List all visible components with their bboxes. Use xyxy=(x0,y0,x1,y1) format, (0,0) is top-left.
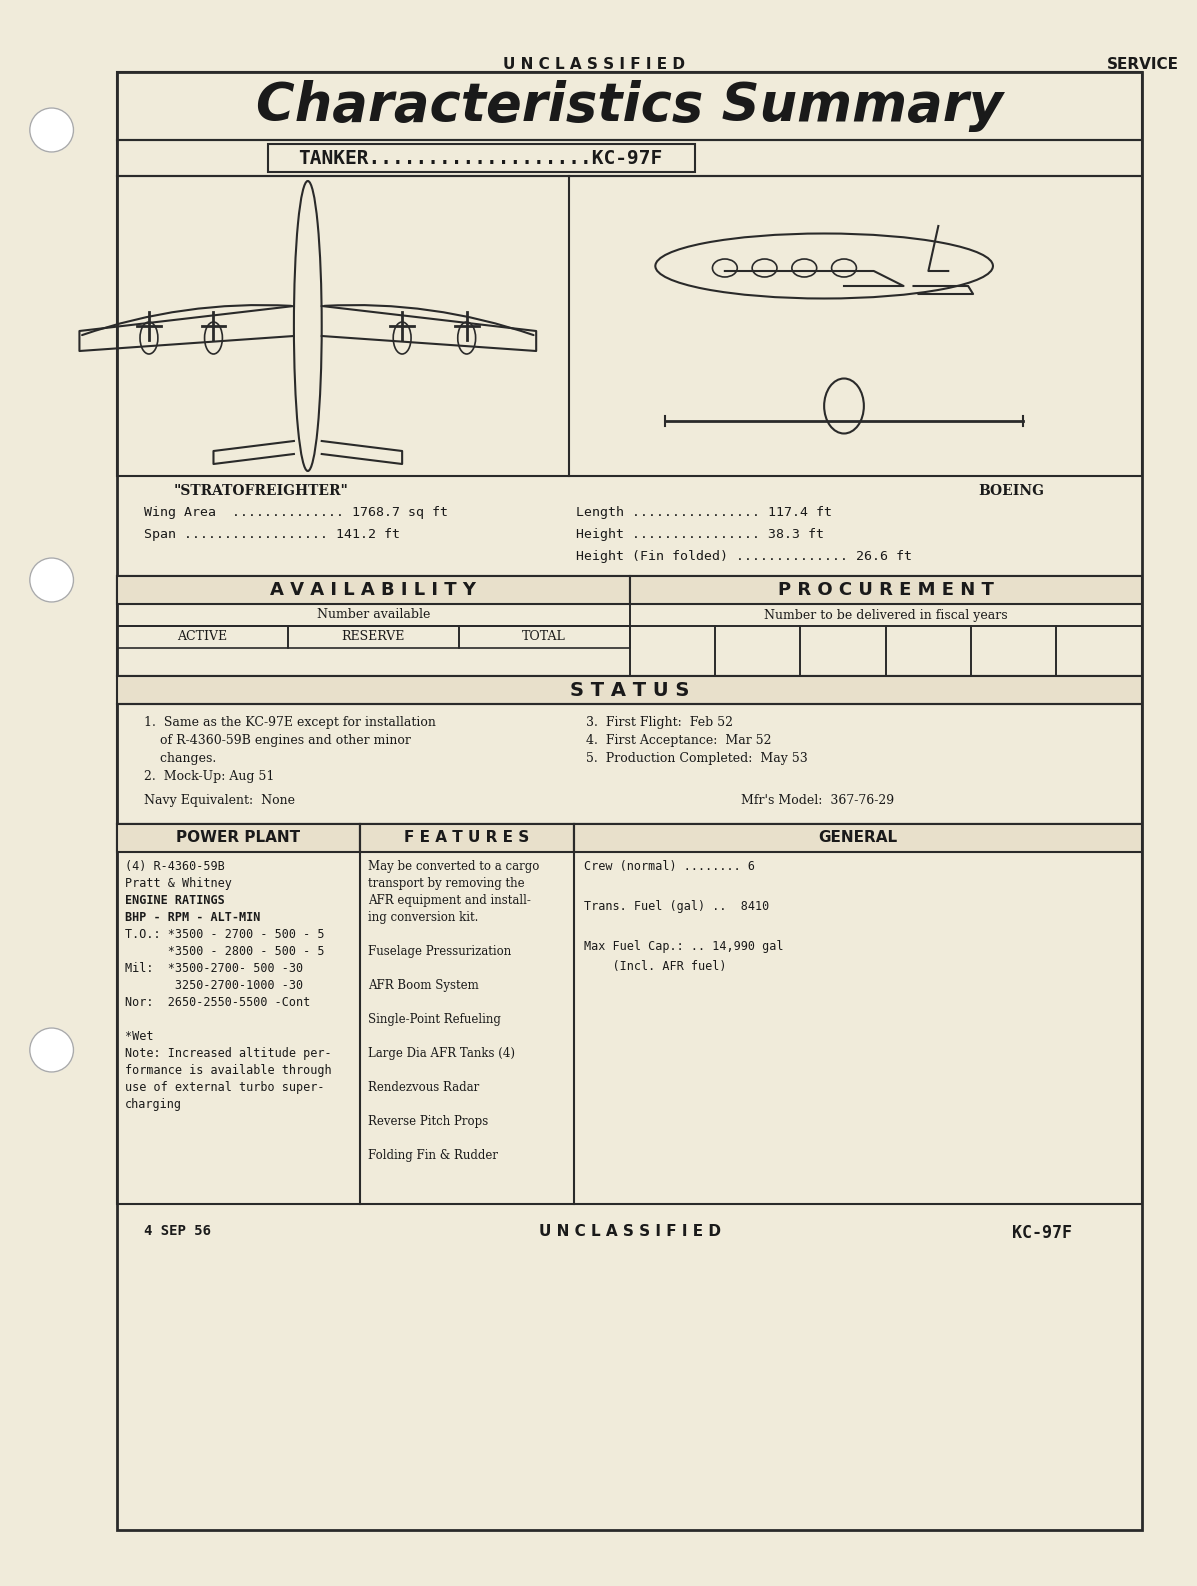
Text: Crew (normal) ........ 6: Crew (normal) ........ 6 xyxy=(584,860,755,872)
Bar xyxy=(715,626,801,676)
Bar xyxy=(117,825,1142,1204)
Text: T.O.: *3500 - 2700 - 500 - 5: T.O.: *3500 - 2700 - 500 - 5 xyxy=(126,928,324,940)
Text: AFR Boom System: AFR Boom System xyxy=(369,979,479,991)
Text: P R O C U R E M E N T: P R O C U R E M E N T xyxy=(778,580,994,600)
Text: BHP - RPM - ALT-MIN: BHP - RPM - ALT-MIN xyxy=(126,910,261,925)
Text: Rendezvous Radar: Rendezvous Radar xyxy=(369,1082,480,1094)
Text: AFR equipment and install-: AFR equipment and install- xyxy=(369,895,531,907)
Text: Number available: Number available xyxy=(317,609,430,622)
Text: use of external turbo super-: use of external turbo super- xyxy=(126,1082,324,1094)
Text: 3.  First Flight:  Feb 52: 3. First Flight: Feb 52 xyxy=(585,715,733,730)
Bar xyxy=(117,176,1142,476)
Bar xyxy=(117,626,630,676)
Text: 3250-2700-1000 -30: 3250-2700-1000 -30 xyxy=(126,979,303,991)
Text: KC-97F: KC-97F xyxy=(1013,1224,1073,1242)
Bar xyxy=(117,676,1142,704)
Text: May be converted to a cargo: May be converted to a cargo xyxy=(369,860,540,872)
Bar xyxy=(801,626,886,676)
Text: formance is available through: formance is available through xyxy=(126,1064,332,1077)
Bar xyxy=(360,825,573,852)
Text: 2.  Mock-Up: Aug 51: 2. Mock-Up: Aug 51 xyxy=(144,769,274,783)
Text: Height (Fin folded) .............. 26.6 ft: Height (Fin folded) .............. 26.6 … xyxy=(576,550,912,563)
Bar xyxy=(1057,626,1142,676)
Text: U N C L A S S I F I E D: U N C L A S S I F I E D xyxy=(539,1224,721,1239)
FancyArrowPatch shape xyxy=(83,305,291,335)
Text: ENGINE RATINGS: ENGINE RATINGS xyxy=(126,895,225,907)
Text: Note: Increased altitude per-: Note: Increased altitude per- xyxy=(126,1047,332,1059)
Text: Mfr's Model:  367-76-29: Mfr's Model: 367-76-29 xyxy=(741,795,894,807)
Text: *3500 - 2800 - 500 - 5: *3500 - 2800 - 500 - 5 xyxy=(126,945,324,958)
Text: A V A I L A B I L I T Y: A V A I L A B I L I T Y xyxy=(271,580,476,600)
Bar xyxy=(117,576,630,604)
Bar xyxy=(630,576,1142,604)
Bar xyxy=(886,626,971,676)
Text: Navy Equivalent:  None: Navy Equivalent: None xyxy=(144,795,294,807)
Text: Reverse Pitch Props: Reverse Pitch Props xyxy=(369,1115,488,1128)
Text: (Incl. AFR fuel): (Incl. AFR fuel) xyxy=(584,960,727,972)
FancyArrowPatch shape xyxy=(324,305,534,335)
Bar xyxy=(268,144,695,171)
Bar xyxy=(117,626,288,649)
Bar xyxy=(971,626,1057,676)
Bar xyxy=(117,604,630,626)
Text: F E A T U R E S: F E A T U R E S xyxy=(405,831,529,845)
Text: Mil:  *3500-2700- 500 -30: Mil: *3500-2700- 500 -30 xyxy=(126,963,303,975)
Text: 4.  First Acceptance:  Mar 52: 4. First Acceptance: Mar 52 xyxy=(585,734,771,747)
Bar xyxy=(458,626,630,649)
Text: TANKER...................KC-97F: TANKER...................KC-97F xyxy=(298,149,663,168)
Text: changes.: changes. xyxy=(144,752,217,764)
Bar xyxy=(117,825,360,852)
Text: charging: charging xyxy=(126,1098,182,1112)
Bar xyxy=(117,576,1142,676)
Text: of R-4360-59B engines and other minor: of R-4360-59B engines and other minor xyxy=(144,734,411,747)
Bar xyxy=(288,626,458,649)
Text: U N C L A S S I F I E D: U N C L A S S I F I E D xyxy=(503,57,685,71)
Text: GENERAL: GENERAL xyxy=(819,831,898,845)
Text: Characteristics Summary: Characteristics Summary xyxy=(256,79,1003,132)
Text: "STRATOFREIGHTER": "STRATOFREIGHTER" xyxy=(174,484,348,498)
Circle shape xyxy=(30,108,73,152)
Text: Nor:  2650-2550-5500 -Cont: Nor: 2650-2550-5500 -Cont xyxy=(126,996,310,1009)
Bar xyxy=(630,626,715,676)
Bar xyxy=(630,604,1142,626)
Text: TOTAL: TOTAL xyxy=(522,631,566,644)
Text: Wing Area  .............. 1768.7 sq ft: Wing Area .............. 1768.7 sq ft xyxy=(144,506,448,519)
Text: Length ................ 117.4 ft: Length ................ 117.4 ft xyxy=(576,506,832,519)
Bar xyxy=(117,71,1142,1530)
Bar xyxy=(117,704,1142,825)
Circle shape xyxy=(30,1028,73,1072)
Text: *Wet: *Wet xyxy=(126,1029,153,1044)
Text: BOEING: BOEING xyxy=(978,484,1044,498)
Text: Single-Point Refueling: Single-Point Refueling xyxy=(369,1013,502,1026)
Text: ing conversion kit.: ing conversion kit. xyxy=(369,910,479,925)
Text: 5.  Production Completed:  May 53: 5. Production Completed: May 53 xyxy=(585,752,808,764)
Text: Trans. Fuel (gal) ..  8410: Trans. Fuel (gal) .. 8410 xyxy=(584,899,770,914)
Text: 1.  Same as the KC-97E except for installation: 1. Same as the KC-97E except for install… xyxy=(144,715,436,730)
Text: S T A T U S: S T A T U S xyxy=(570,680,689,699)
Bar xyxy=(117,71,1142,140)
Text: (4) R-4360-59B: (4) R-4360-59B xyxy=(126,860,225,872)
Text: Pratt & Whitney: Pratt & Whitney xyxy=(126,877,232,890)
Text: Height ................ 38.3 ft: Height ................ 38.3 ft xyxy=(576,528,824,541)
Text: Large Dia AFR Tanks (4): Large Dia AFR Tanks (4) xyxy=(369,1047,516,1059)
Text: Folding Fin & Rudder: Folding Fin & Rudder xyxy=(369,1148,498,1163)
Text: POWER PLANT: POWER PLANT xyxy=(176,831,300,845)
Text: Fuselage Pressurization: Fuselage Pressurization xyxy=(369,945,511,958)
Bar xyxy=(573,825,1142,852)
Circle shape xyxy=(30,558,73,603)
Text: Max Fuel Cap.: .. 14,990 gal: Max Fuel Cap.: .. 14,990 gal xyxy=(584,940,783,953)
Text: RESERVE: RESERVE xyxy=(341,631,405,644)
Text: Number to be delivered in fiscal years: Number to be delivered in fiscal years xyxy=(764,609,1008,622)
Text: ACTIVE: ACTIVE xyxy=(177,631,227,644)
Text: Span .................. 141.2 ft: Span .................. 141.2 ft xyxy=(144,528,400,541)
Text: 4 SEP 56: 4 SEP 56 xyxy=(144,1224,211,1239)
Bar xyxy=(117,140,1142,176)
Text: SERVICE: SERVICE xyxy=(1107,57,1179,71)
Text: transport by removing the: transport by removing the xyxy=(369,877,525,890)
